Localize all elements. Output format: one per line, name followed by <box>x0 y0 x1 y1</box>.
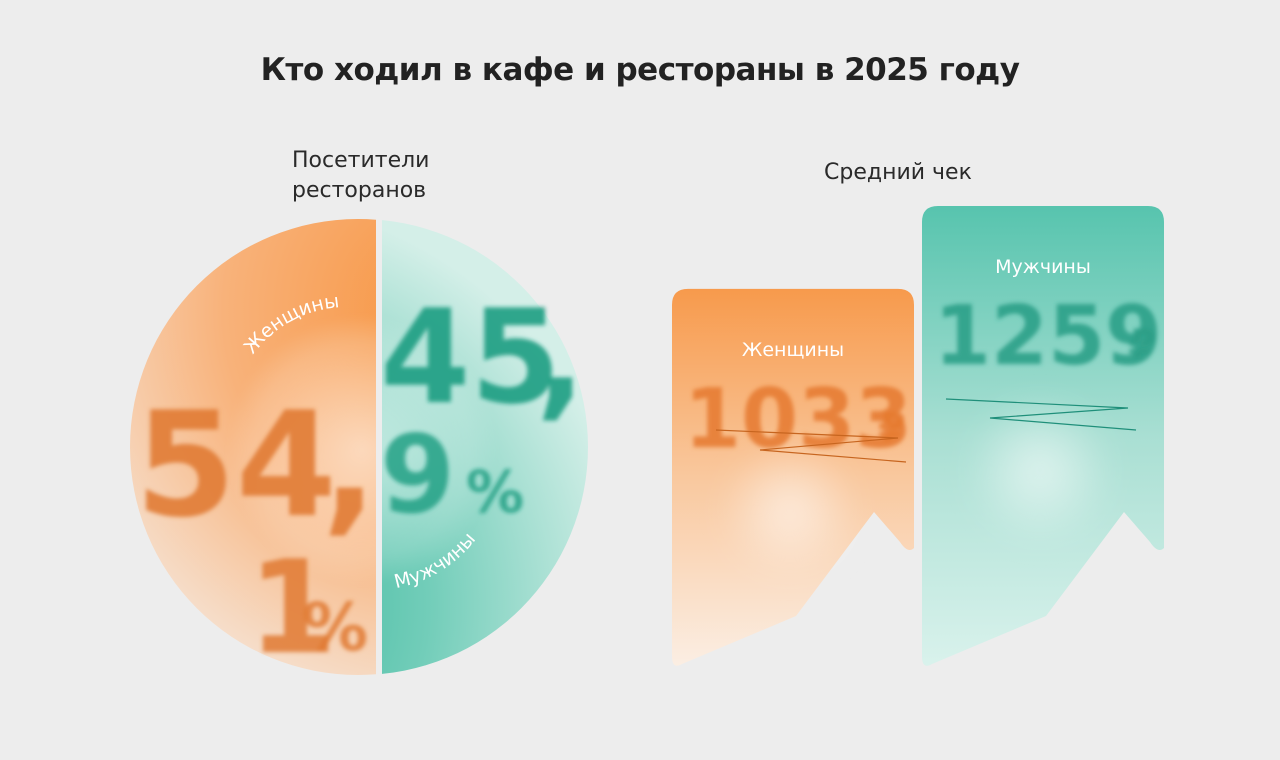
bar-men-squiggle <box>945 398 1137 431</box>
donut-divider <box>376 220 382 680</box>
visitors-chart-title: Посетители ресторанов <box>292 148 430 203</box>
men-share-percent: % <box>466 458 524 526</box>
donut-inner-glow <box>227 315 497 585</box>
women-share-percent: % <box>302 589 368 666</box>
bar-value-women: 1033 <box>684 372 912 467</box>
women-share-integer: 54 <box>135 381 337 550</box>
chart-title: Кто ходил в кафе и рестораны в 2025 году <box>260 52 1020 88</box>
bar-women-glow <box>720 440 860 580</box>
bar-currency-women: ₽ <box>878 405 906 451</box>
men-share-decimal: 9 <box>380 413 455 538</box>
bar-currency-men: ₽ <box>1128 322 1156 368</box>
bar-value-men: 1259 <box>934 289 1162 384</box>
bar-women-squiggle <box>715 429 907 463</box>
bar-label-men: Мужчины <box>995 256 1091 278</box>
women-share-decimal: 1 <box>248 534 337 683</box>
men-share-comma: , <box>536 281 585 433</box>
men-share-integer: 45 <box>380 281 561 433</box>
bar-men-glow <box>965 395 1115 545</box>
women-share-comma: , <box>322 381 377 550</box>
bar-label-women: Женщины <box>742 339 844 361</box>
average-check-chart-title: Средний чек <box>824 160 972 185</box>
